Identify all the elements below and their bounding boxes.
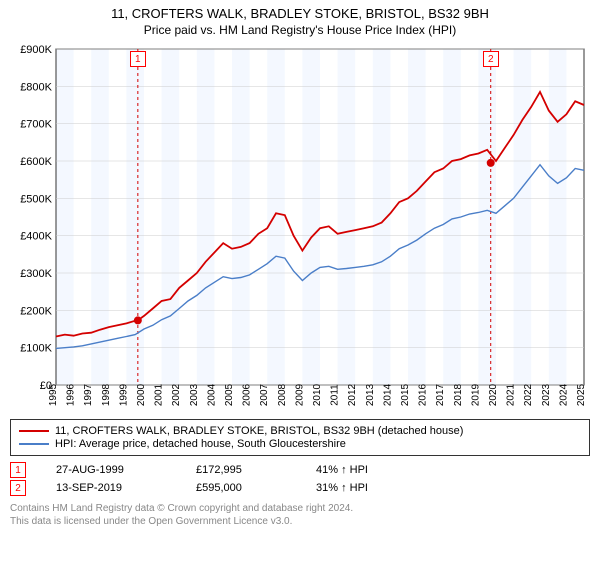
svg-text:2004: 2004: [206, 383, 217, 406]
svg-text:2017: 2017: [435, 383, 446, 406]
svg-text:2024: 2024: [558, 383, 569, 406]
transaction-price: £172,995: [196, 464, 286, 476]
svg-text:2008: 2008: [277, 383, 288, 406]
svg-text:2005: 2005: [224, 383, 235, 406]
svg-text:2006: 2006: [242, 383, 253, 406]
svg-text:£500K: £500K: [20, 193, 52, 205]
svg-text:2025: 2025: [576, 383, 587, 406]
footer-attribution: Contains HM Land Registry data © Crown c…: [10, 502, 590, 528]
svg-text:2009: 2009: [294, 383, 305, 406]
legend-swatch: [19, 430, 49, 432]
svg-text:2019: 2019: [470, 383, 481, 406]
svg-text:£900K: £900K: [20, 44, 52, 56]
svg-text:£100K: £100K: [20, 343, 52, 355]
svg-text:2014: 2014: [382, 383, 393, 406]
page-subtitle: Price paid vs. HM Land Registry's House …: [0, 23, 600, 37]
transaction-delta: 31% ↑ HPI: [316, 482, 368, 494]
svg-text:2023: 2023: [541, 383, 552, 406]
svg-text:£600K: £600K: [20, 156, 52, 168]
svg-text:1999: 1999: [118, 383, 129, 406]
svg-text:2013: 2013: [365, 383, 376, 406]
svg-text:2021: 2021: [506, 383, 517, 406]
svg-text:2020: 2020: [488, 383, 499, 406]
svg-text:2010: 2010: [312, 383, 323, 406]
svg-text:£300K: £300K: [20, 268, 52, 280]
chart-marker-1: 1: [130, 51, 146, 67]
transactions-table: 1 27-AUG-1999 £172,995 41% ↑ HPI 2 13-SEP-201…: [10, 462, 590, 496]
transaction-row-0: 1 27-AUG-1999 £172,995 41% ↑ HPI: [10, 462, 590, 478]
transaction-delta: 41% ↑ HPI: [316, 464, 368, 476]
legend-swatch: [19, 443, 49, 445]
svg-text:2011: 2011: [330, 384, 341, 406]
svg-text:2016: 2016: [418, 383, 429, 406]
chart-area: £0£100K£200K£300K£400K£500K£600K£700K£80…: [10, 43, 590, 413]
svg-text:2001: 2001: [154, 383, 165, 406]
svg-text:£800K: £800K: [20, 81, 52, 93]
svg-text:1997: 1997: [83, 383, 94, 406]
legend-row-0: 11, CROFTERS WALK, BRADLEY STOKE, BRISTO…: [19, 425, 581, 437]
svg-text:1995: 1995: [48, 383, 59, 406]
footer-line-0: Contains HM Land Registry data © Crown c…: [10, 502, 590, 515]
svg-text:1996: 1996: [66, 383, 77, 406]
transaction-date: 13-SEP-2019: [56, 482, 166, 494]
transaction-date: 27-AUG-1999: [56, 464, 166, 476]
footer-line-1: This data is licensed under the Open Gov…: [10, 515, 590, 528]
svg-text:2003: 2003: [189, 383, 200, 406]
chart-marker-2: 2: [483, 51, 499, 67]
legend-row-1: HPI: Average price, detached house, Sout…: [19, 438, 581, 450]
svg-text:2022: 2022: [523, 383, 534, 406]
legend-label: HPI: Average price, detached house, Sout…: [55, 438, 346, 450]
transaction-price: £595,000: [196, 482, 286, 494]
svg-text:2012: 2012: [347, 383, 358, 406]
svg-text:1998: 1998: [101, 383, 112, 406]
svg-text:2002: 2002: [171, 383, 182, 406]
svg-text:2007: 2007: [259, 383, 270, 406]
transaction-row-1: 2 13-SEP-2019 £595,000 31% ↑ HPI: [10, 480, 590, 496]
transaction-marker: 1: [10, 462, 26, 478]
transaction-marker: 2: [10, 480, 26, 496]
svg-text:2018: 2018: [453, 383, 464, 406]
svg-text:£200K: £200K: [20, 305, 52, 317]
svg-text:2015: 2015: [400, 383, 411, 406]
svg-text:2000: 2000: [136, 383, 147, 406]
legend-box: 11, CROFTERS WALK, BRADLEY STOKE, BRISTO…: [10, 419, 590, 456]
svg-text:£700K: £700K: [20, 119, 52, 131]
legend-label: 11, CROFTERS WALK, BRADLEY STOKE, BRISTO…: [55, 425, 463, 437]
chart-svg: £0£100K£200K£300K£400K£500K£600K£700K£80…: [10, 43, 590, 413]
svg-text:£400K: £400K: [20, 231, 52, 243]
page-title: 11, CROFTERS WALK, BRADLEY STOKE, BRISTO…: [0, 6, 600, 21]
